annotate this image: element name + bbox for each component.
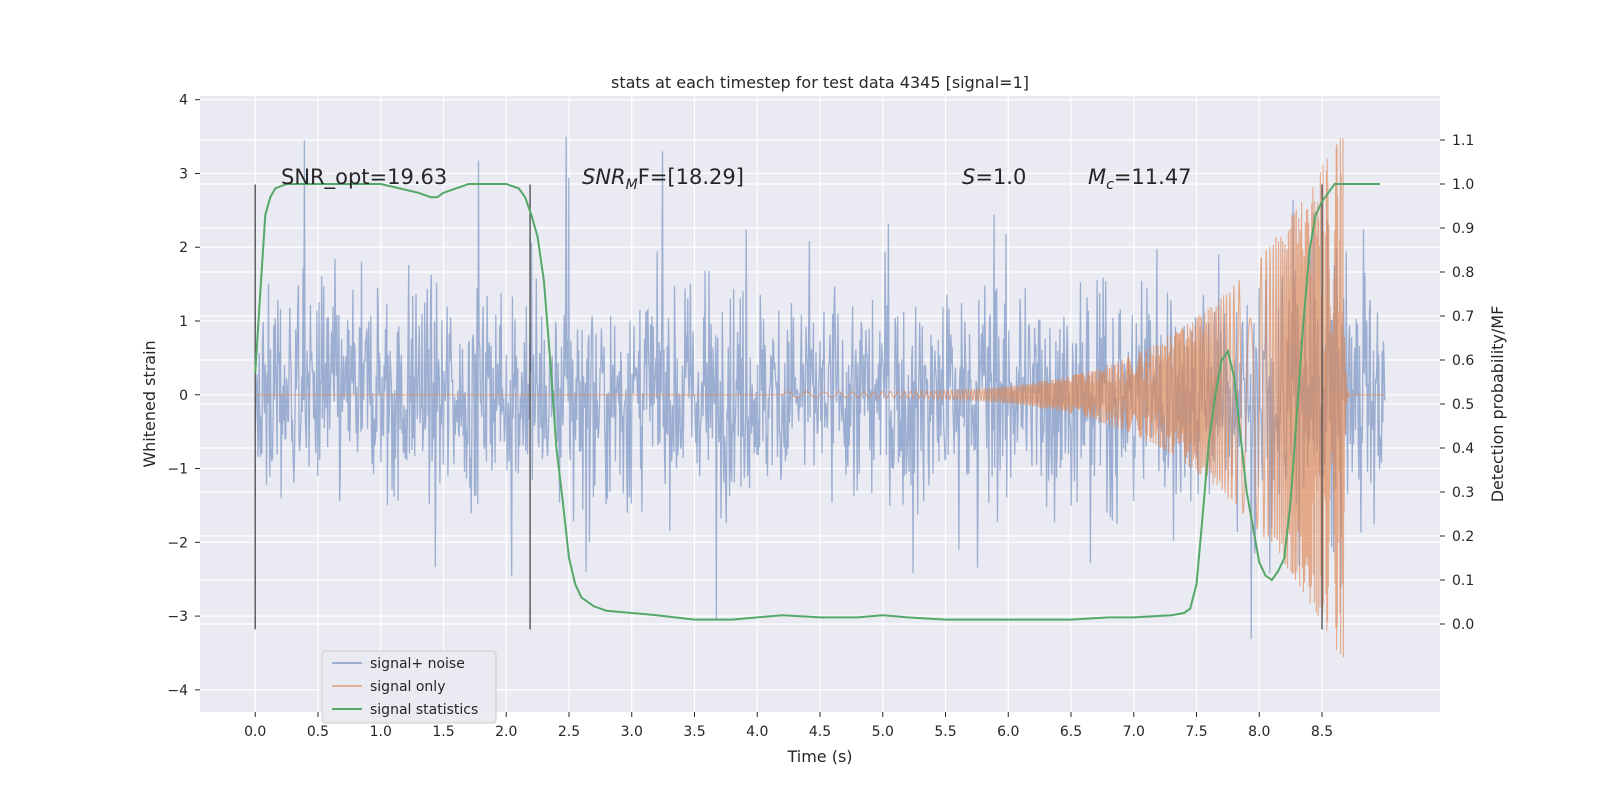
y-left-tick-label: −3	[167, 609, 188, 625]
x-tick-label: 0.5	[307, 724, 329, 740]
y-left-tick-label: 2	[179, 240, 188, 256]
y-right-tick-labels: 1.1 1.0 0.9 0.8 0.7 0.6 0.5 0.4 0.3 0.2 0.1 0.0	[1440, 133, 1474, 633]
annotation-s: S=1.0	[962, 165, 1026, 189]
mc-val: =11.47	[1114, 165, 1192, 189]
x-tick-label: 5.5	[934, 724, 956, 740]
y-right-tick-label: 0.2	[1452, 529, 1474, 545]
x-axis-label: Time (s)	[786, 747, 852, 766]
x-tick-label: 4.0	[746, 724, 768, 740]
x-tick-label: 8.0	[1248, 724, 1270, 740]
x-tick-label: 1.5	[432, 724, 454, 740]
y-left-tick-label: −1	[167, 462, 188, 478]
legend: signal+ noise signal only signal statist…	[321, 650, 497, 724]
snr-mf-var: SNR	[582, 165, 626, 189]
vertical-markers	[254, 184, 1323, 630]
y-right-tick-label: 0.9	[1452, 221, 1474, 237]
annotation-snr-opt: SNR_opt=19.63	[281, 165, 447, 190]
x-tick-label: 0.0	[244, 724, 266, 740]
x-tick-label: 6.0	[997, 724, 1019, 740]
x-tick-label: 2.0	[495, 724, 517, 740]
y-right-tick-label: 1.1	[1452, 133, 1474, 149]
x-tick-label: 5.0	[872, 724, 894, 740]
stats-line	[254, 183, 1380, 621]
y-left-tick-label: 1	[179, 314, 188, 330]
x-tick-label: 8.5	[1311, 724, 1333, 740]
y-left-tick-label: −4	[167, 683, 188, 699]
y-right-tick-label: 0.1	[1452, 573, 1474, 589]
y-right-tick-label: 0.5	[1452, 397, 1474, 413]
legend-label-noise: signal+ noise	[370, 656, 465, 672]
annotation-snr-mf: SNRMF=[18.29]	[582, 165, 744, 193]
y-right-tick-label: 0.6	[1452, 353, 1474, 369]
x-tick-label: 4.5	[809, 724, 831, 740]
legend-label-stats: signal statistics	[370, 702, 478, 718]
x-tick-label: 7.0	[1123, 724, 1145, 740]
chart-title: stats at each timestep for test data 434…	[611, 73, 1029, 92]
s-var: S	[962, 165, 975, 189]
signal-only-series	[255, 138, 1385, 658]
y-left-tick-label: −2	[167, 535, 188, 551]
y-right-tick-label: 0.4	[1452, 441, 1474, 457]
y-right-tick-label: 0.0	[1452, 617, 1474, 633]
y-left-tick-labels: 4 3 2 1 0 −1 −2 −3 −4	[167, 93, 200, 699]
signal-line	[255, 138, 1385, 658]
x-tick-label: 6.5	[1060, 724, 1082, 740]
mc-sub: c	[1106, 177, 1114, 193]
x-tick-label: 1.0	[370, 724, 392, 740]
y-axis-label-left: Whitened strain	[140, 340, 159, 467]
y-left-tick-label: 0	[179, 388, 188, 404]
y-right-tick-label: 0.8	[1452, 265, 1474, 281]
y-right-tick-label: 0.7	[1452, 309, 1474, 325]
y-right-tick-label: 0.3	[1452, 485, 1474, 501]
x-tick-label: 3.5	[683, 724, 705, 740]
y-axis-label-right: Detection probability/MF	[1488, 306, 1507, 503]
s-val: =1.0	[975, 165, 1026, 189]
legend-box	[321, 650, 497, 724]
snr-mf-sub: M	[626, 177, 638, 193]
y-left-tick-label: 3	[179, 166, 188, 182]
x-tick-label: 7.5	[1185, 724, 1207, 740]
x-tick-label: 2.5	[558, 724, 580, 740]
legend-label-signal: signal only	[370, 679, 445, 695]
signal-statistics-series	[254, 183, 1380, 621]
snr-mf-val: F=[18.29]	[638, 165, 744, 189]
x-tick-labels: 0.0 0.5 1.0 1.5 2.0 2.5 3.0 3.5 4.0 4.5 5.0 5.5 6.0 6…	[244, 712, 1333, 740]
x-tick-label: 3.0	[621, 724, 643, 740]
y-right-tick-label: 1.0	[1452, 177, 1474, 193]
mc-var: M	[1088, 165, 1106, 189]
annotation-mc: Mc=11.47	[1088, 165, 1192, 193]
y-left-tick-label: 4	[179, 93, 188, 109]
